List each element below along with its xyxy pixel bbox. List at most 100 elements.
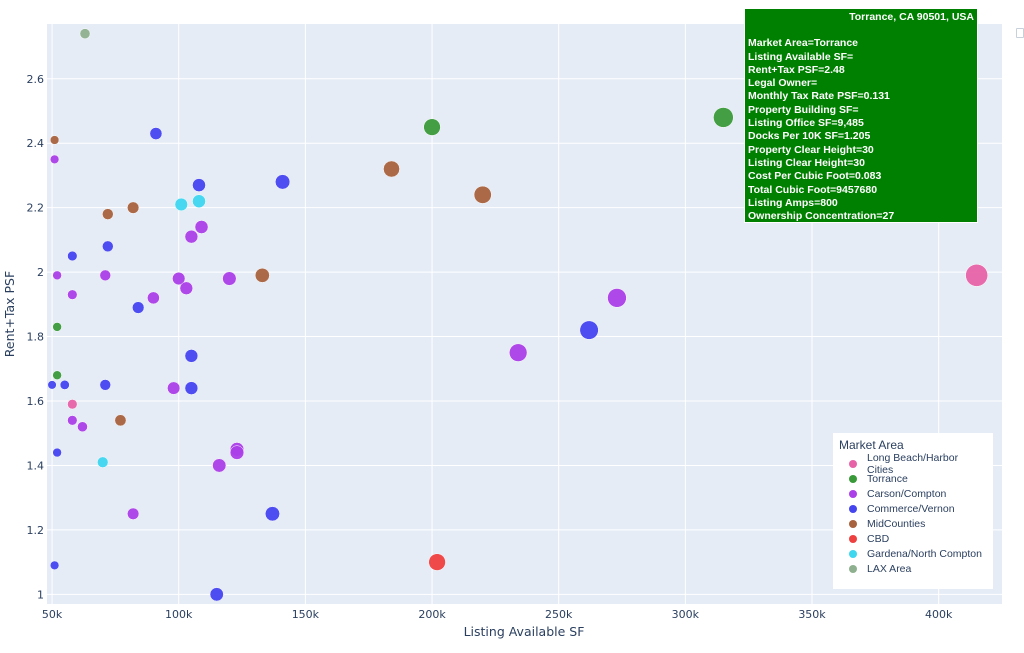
tooltip-line: Docks Per 10K SF=1.205	[748, 130, 871, 143]
data-point[interactable]	[383, 160, 400, 178]
data-point[interactable]	[102, 208, 114, 220]
modebar-toggle-icon[interactable]	[1016, 28, 1024, 38]
data-point[interactable]	[254, 267, 270, 283]
legend-item[interactable]: Long Beach/Harbor Cities	[839, 452, 987, 476]
data-point[interactable]	[423, 118, 441, 136]
x-tick-label: 350k	[798, 608, 826, 621]
x-tick-label: 400k	[925, 608, 953, 621]
data-point[interactable]	[509, 343, 528, 362]
data-point[interactable]	[167, 381, 181, 395]
data-point[interactable]	[147, 291, 160, 305]
legend-marker	[849, 564, 857, 573]
legend-item[interactable]: CBD	[839, 531, 987, 546]
data-point[interactable]	[67, 289, 78, 300]
data-point[interactable]	[192, 194, 206, 209]
data-point[interactable]	[184, 229, 199, 244]
data-point[interactable]	[114, 414, 127, 427]
data-point[interactable]	[184, 381, 199, 395]
tooltip-line: Property Clear Height=30	[748, 143, 874, 156]
legend-item[interactable]: Gardena/North Compton	[839, 546, 987, 561]
data-point[interactable]	[67, 415, 78, 426]
data-point[interactable]	[79, 28, 91, 40]
data-point[interactable]	[194, 220, 209, 234]
legend-marker	[849, 474, 857, 483]
y-tick-label: 1	[37, 588, 44, 601]
tooltip-line: Cost Per Cubic Foot=0.083	[748, 170, 882, 183]
data-point[interactable]	[209, 587, 224, 602]
tooltip-title: Torrance, CA 90501, USA	[849, 11, 974, 23]
data-point[interactable]	[149, 127, 163, 140]
legend-item[interactable]: LAX Area	[839, 561, 987, 576]
data-point[interactable]	[47, 380, 57, 390]
tooltip-lines: Market Area=Torrance Listing Available SF…	[748, 37, 974, 223]
y-tick-label: 1.4	[27, 459, 45, 472]
legend-marker	[849, 534, 857, 543]
legend-label: LAX Area	[867, 562, 912, 575]
data-point[interactable]	[184, 349, 199, 363]
legend-marker	[849, 549, 857, 558]
data-point[interactable]	[49, 154, 60, 164]
tooltip-line: Listing Available SF=	[748, 50, 854, 63]
legend-label: Long Beach/Harbor Cities	[867, 451, 959, 476]
data-point[interactable]	[212, 458, 227, 473]
x-tick-label: 50k	[42, 608, 63, 621]
data-point[interactable]	[607, 288, 627, 308]
data-point[interactable]	[49, 135, 60, 145]
data-point[interactable]	[229, 445, 245, 460]
hover-tooltip: Torrance, CA 90501, USA Market Area=Torr…	[744, 8, 978, 223]
data-point[interactable]	[179, 281, 194, 295]
data-point[interactable]	[192, 178, 206, 192]
data-point[interactable]	[579, 320, 599, 340]
data-point[interactable]	[264, 506, 280, 522]
data-point[interactable]	[965, 264, 988, 287]
data-point[interactable]	[713, 107, 734, 128]
legend-label: Torrance	[867, 472, 908, 485]
legend-item[interactable]: MidCounties	[839, 516, 987, 531]
data-point[interactable]	[52, 270, 62, 281]
legend-item[interactable]: Torrance	[839, 471, 987, 486]
tooltip-line: Monthly Tax Rate PSF=0.131	[748, 90, 890, 103]
x-tick-label: 200k	[418, 608, 446, 621]
legend: Market Area Long Beach/Harbor Cities Torr…	[833, 433, 993, 589]
data-point[interactable]	[67, 399, 78, 410]
data-point[interactable]	[52, 447, 62, 458]
legend-label: CBD	[867, 532, 890, 545]
y-axis-title: Rent+Tax PSF	[2, 271, 17, 357]
y-tick-label: 1.2	[27, 524, 45, 537]
data-point[interactable]	[99, 269, 111, 282]
data-point[interactable]	[174, 197, 188, 212]
tooltip-line: Rent+Tax PSF=2.48	[748, 63, 845, 76]
data-point[interactable]	[222, 271, 237, 286]
tooltip-line: Ownership Concentration=27	[748, 210, 895, 223]
data-point[interactable]	[102, 240, 114, 253]
y-tick-label: 2.6	[27, 73, 45, 86]
y-tick-label: 2	[37, 266, 44, 279]
tooltip-line: Listing Clear Height=30	[748, 156, 865, 169]
legend-items: Long Beach/Harbor Cities Torrance Carson/C…	[839, 452, 987, 576]
legend-item[interactable]: Commerce/Vernon	[839, 501, 987, 516]
data-point[interactable]	[67, 250, 78, 262]
data-point[interactable]	[59, 379, 70, 390]
data-point[interactable]	[52, 370, 62, 380]
data-point[interactable]	[172, 271, 186, 286]
legend-item[interactable]: Carson/Compton	[839, 486, 987, 501]
tick-labels: 50k 100k 150k 200k 250k 300k 350k 400k 1 1.2 1.4 1.…	[27, 73, 953, 621]
x-axis-title: Listing Available SF	[464, 624, 585, 639]
data-point[interactable]	[97, 456, 109, 468]
data-point[interactable]	[428, 553, 446, 571]
data-point[interactable]	[99, 379, 111, 391]
legend-marker	[849, 504, 857, 513]
data-points[interactable]	[47, 28, 988, 602]
data-point[interactable]	[127, 201, 140, 214]
data-point[interactable]	[49, 560, 60, 570]
data-point[interactable]	[473, 185, 492, 204]
x-tick-label: 150k	[292, 608, 320, 621]
x-tick-label: 100k	[165, 608, 193, 621]
legend-marker	[849, 489, 857, 498]
data-point[interactable]	[127, 507, 140, 520]
data-point[interactable]	[132, 301, 145, 314]
data-point[interactable]	[275, 174, 291, 190]
data-point[interactable]	[77, 421, 88, 433]
tooltip-line: Legal Owner=	[748, 77, 818, 90]
data-point[interactable]	[52, 322, 62, 332]
